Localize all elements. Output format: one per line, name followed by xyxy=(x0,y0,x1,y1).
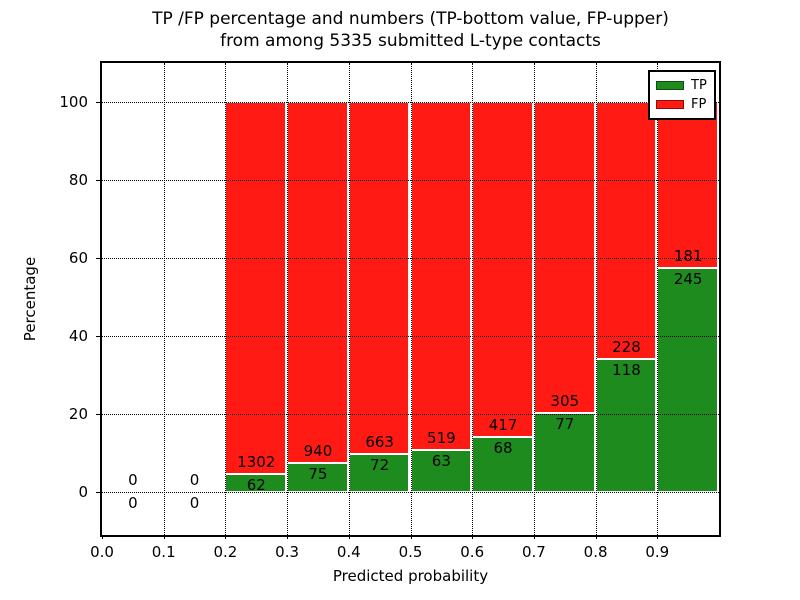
tp-count-label: 0 xyxy=(189,494,200,513)
bar-segment-fp xyxy=(472,102,533,438)
x-tick-label: 0.9 xyxy=(645,543,670,561)
tp-count-label: 0 xyxy=(128,494,138,513)
fp-swatch xyxy=(656,100,684,109)
v-gridline xyxy=(595,63,597,535)
x-tick-label: 0.5 xyxy=(398,543,423,561)
bar-segment-tp xyxy=(595,359,657,493)
y-tick-label: 0 xyxy=(78,483,88,502)
x-tick-mark xyxy=(102,535,103,539)
tp-count-label: 118 xyxy=(612,361,641,380)
legend: TP FP xyxy=(648,70,716,120)
fp-count-label: 1302 xyxy=(237,453,276,472)
x-tick-label: 0.3 xyxy=(275,543,300,561)
fp-count-label: 940 xyxy=(303,442,333,461)
chart-title-line1: TP /FP percentage and numbers (TP-bottom… xyxy=(152,9,669,29)
bar-segment-tp xyxy=(533,413,595,493)
bar-segment-fp xyxy=(348,102,410,454)
v-gridline xyxy=(472,63,474,535)
legend-entry-fp: FP xyxy=(656,95,708,114)
y-tick-mark xyxy=(96,258,100,260)
y-tick-label: 40 xyxy=(68,327,88,346)
tp-count-label: 75 xyxy=(308,465,328,484)
legend-entry-tp: TP xyxy=(656,76,708,95)
x-tick-mark xyxy=(657,535,659,539)
x-tick-mark xyxy=(472,535,474,539)
x-axis-label: Predicted probability xyxy=(332,567,489,585)
bar-segment-fp xyxy=(225,102,287,475)
y-tick-mark xyxy=(96,102,100,103)
v-gridline xyxy=(163,63,165,535)
v-gridline xyxy=(410,63,412,535)
fp-count-label: 0 xyxy=(189,471,200,490)
y-tick-mark xyxy=(96,492,100,494)
fp-count-label: 305 xyxy=(550,392,580,411)
x-tick-label: 0.0 xyxy=(90,543,114,561)
y-tick-label: 80 xyxy=(68,171,88,190)
x-tick-mark xyxy=(533,535,535,539)
tp-swatch xyxy=(656,81,684,90)
x-tick-label: 0.4 xyxy=(336,543,361,561)
x-tick-mark xyxy=(225,535,227,539)
tp-count-label: 62 xyxy=(246,476,266,495)
bar-segment-fp xyxy=(287,102,348,464)
tp-count-label: 245 xyxy=(673,269,703,288)
bar-segment-fp xyxy=(657,102,718,268)
legend-label: TP xyxy=(691,78,707,93)
x-tick-label: 0.2 xyxy=(213,543,238,561)
bar-segment-tp xyxy=(472,437,533,493)
y-tick-mark xyxy=(96,336,100,338)
tp-count-label: 72 xyxy=(370,455,390,474)
bar-segment-tp xyxy=(287,463,348,493)
fp-count-label: 417 xyxy=(488,416,518,435)
v-gridline xyxy=(287,63,289,535)
v-gridline xyxy=(348,63,350,535)
v-gridline xyxy=(225,63,227,535)
bar-segment-fp xyxy=(595,102,657,360)
y-tick-mark xyxy=(96,180,100,182)
tp-count-label: 77 xyxy=(555,415,575,434)
y-tick-label: 100 xyxy=(59,93,88,111)
x-tick-label: 0.6 xyxy=(460,543,485,561)
fp-count-label: 0 xyxy=(128,471,138,490)
bar-segment-fp xyxy=(410,102,472,450)
x-tick-mark xyxy=(348,535,350,539)
x-tick-label: 0.7 xyxy=(521,543,546,561)
x-tick-label: 0.1 xyxy=(151,543,176,561)
x-tick-mark xyxy=(163,535,165,539)
bar-segment-tp xyxy=(657,267,718,493)
y-tick-label: 20 xyxy=(68,405,88,424)
tp-count-label: 63 xyxy=(431,451,451,470)
v-gridline xyxy=(657,63,659,535)
fp-count-label: 228 xyxy=(612,338,641,357)
x-tick-label: 0.8 xyxy=(583,543,608,561)
v-gridline xyxy=(533,63,535,535)
x-tick-mark xyxy=(287,535,289,539)
x-tick-mark xyxy=(595,535,597,539)
y-tick-mark xyxy=(96,414,100,416)
tp-count-label: 68 xyxy=(493,439,513,458)
y-tick-label: 60 xyxy=(68,249,88,268)
fp-count-label: 519 xyxy=(427,428,456,447)
plot-area: 0 0 0 0 1302 62 940 75 663 72 519 63 417 68 305 77 228 11… xyxy=(96,61,721,539)
legend-label: FP xyxy=(691,97,707,112)
fp-count-label: 663 xyxy=(365,432,394,451)
x-tick-mark xyxy=(410,535,412,539)
fp-count-label: 181 xyxy=(673,246,703,265)
chart-title-line2: from among 5335 submitted L-type contact… xyxy=(220,31,601,51)
